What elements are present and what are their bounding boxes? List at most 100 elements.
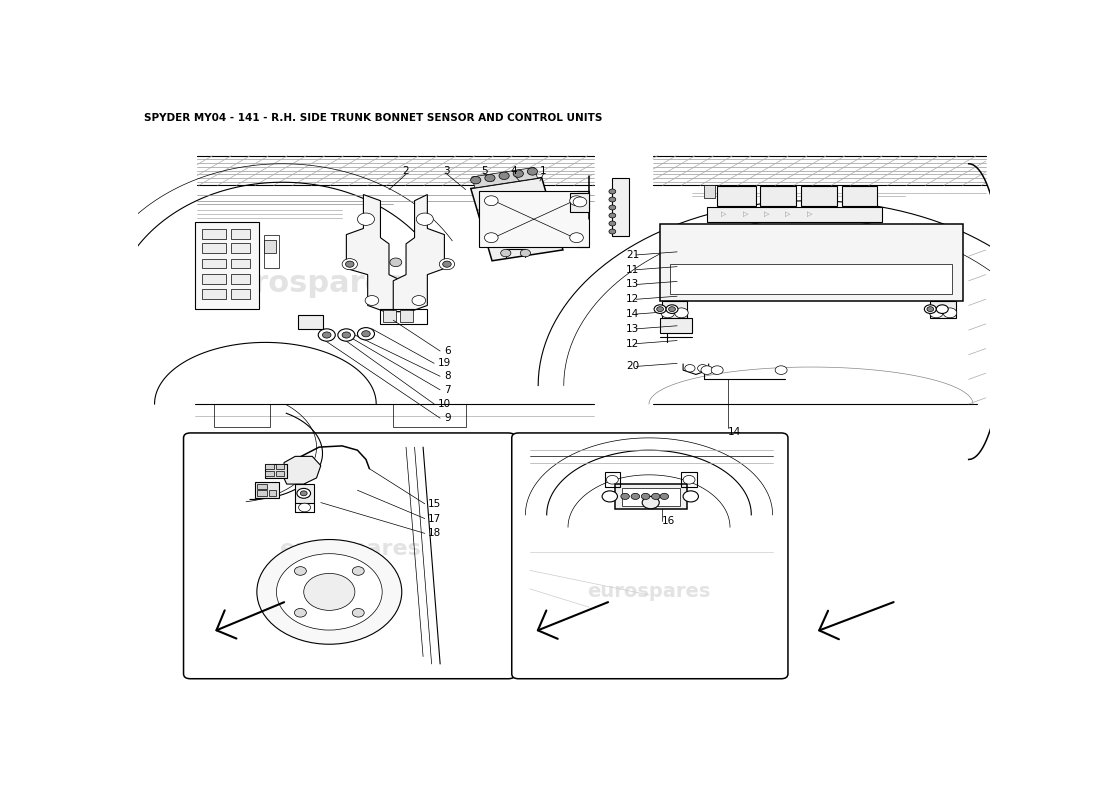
Ellipse shape xyxy=(657,306,663,311)
Polygon shape xyxy=(394,194,444,311)
Ellipse shape xyxy=(439,258,454,270)
Bar xyxy=(662,301,688,318)
Text: ▷: ▷ xyxy=(722,211,727,218)
Bar xyxy=(257,490,267,496)
Ellipse shape xyxy=(654,305,666,314)
Bar xyxy=(264,234,279,269)
Bar xyxy=(202,243,227,253)
Ellipse shape xyxy=(500,250,510,257)
Bar xyxy=(760,186,795,206)
Text: ▷: ▷ xyxy=(806,211,812,218)
Ellipse shape xyxy=(669,306,675,311)
Ellipse shape xyxy=(499,172,509,179)
Bar xyxy=(681,472,696,487)
Bar xyxy=(265,464,287,478)
Text: 3: 3 xyxy=(443,166,450,176)
Ellipse shape xyxy=(257,539,402,644)
Ellipse shape xyxy=(667,305,678,314)
Bar xyxy=(660,223,962,301)
Text: 7: 7 xyxy=(444,385,451,395)
Ellipse shape xyxy=(276,554,382,630)
Text: 8: 8 xyxy=(444,371,451,382)
Ellipse shape xyxy=(570,196,583,206)
Ellipse shape xyxy=(484,233,498,242)
Bar xyxy=(613,178,629,237)
Ellipse shape xyxy=(642,496,659,509)
Bar xyxy=(214,404,270,426)
Bar xyxy=(276,464,284,470)
Text: 14: 14 xyxy=(728,426,741,437)
Polygon shape xyxy=(472,167,538,188)
Ellipse shape xyxy=(322,332,331,338)
Bar xyxy=(295,484,313,502)
Text: 13: 13 xyxy=(626,279,639,290)
Ellipse shape xyxy=(362,330,371,337)
Text: 21: 21 xyxy=(626,250,639,260)
Bar xyxy=(660,318,693,333)
Bar xyxy=(257,484,267,489)
Ellipse shape xyxy=(345,261,354,267)
Ellipse shape xyxy=(338,329,355,341)
Bar xyxy=(801,186,837,206)
Bar xyxy=(202,258,227,269)
Bar xyxy=(400,310,412,322)
Ellipse shape xyxy=(936,305,948,314)
Bar xyxy=(231,290,250,299)
Ellipse shape xyxy=(609,205,616,210)
Bar xyxy=(670,263,952,294)
Bar xyxy=(621,488,680,506)
Bar xyxy=(196,222,260,309)
Ellipse shape xyxy=(442,261,451,267)
Ellipse shape xyxy=(318,329,336,341)
Ellipse shape xyxy=(660,494,669,499)
Ellipse shape xyxy=(352,609,364,617)
Text: 11: 11 xyxy=(626,265,639,274)
Bar xyxy=(842,186,878,206)
Text: ▷: ▷ xyxy=(742,211,748,218)
Ellipse shape xyxy=(661,308,674,318)
Ellipse shape xyxy=(712,366,723,374)
Text: 12: 12 xyxy=(626,338,639,349)
FancyBboxPatch shape xyxy=(184,433,515,678)
Bar xyxy=(605,472,620,487)
Ellipse shape xyxy=(674,308,689,318)
Text: 6: 6 xyxy=(444,346,451,356)
Text: 2: 2 xyxy=(403,166,409,176)
Bar xyxy=(615,484,688,509)
Ellipse shape xyxy=(342,332,351,338)
Ellipse shape xyxy=(927,306,934,311)
Ellipse shape xyxy=(609,213,616,218)
Text: ▷: ▷ xyxy=(785,211,791,218)
Ellipse shape xyxy=(930,308,943,318)
Ellipse shape xyxy=(697,365,707,372)
Ellipse shape xyxy=(570,233,583,242)
Bar xyxy=(231,274,250,284)
Ellipse shape xyxy=(606,475,618,484)
Polygon shape xyxy=(346,194,402,311)
Bar xyxy=(268,490,276,496)
Ellipse shape xyxy=(683,475,695,484)
Bar xyxy=(231,258,250,269)
Ellipse shape xyxy=(295,609,306,617)
Ellipse shape xyxy=(609,229,616,234)
Text: eurospares: eurospares xyxy=(587,582,711,602)
Ellipse shape xyxy=(300,491,307,496)
Text: SPYDER MY04 - 141 - R.H. SIDE TRUNK BONNET SENSOR AND CONTROL UNITS: SPYDER MY04 - 141 - R.H. SIDE TRUNK BONN… xyxy=(144,113,603,122)
Ellipse shape xyxy=(641,494,650,499)
Ellipse shape xyxy=(701,366,713,374)
Polygon shape xyxy=(471,178,563,261)
Ellipse shape xyxy=(943,308,957,318)
Ellipse shape xyxy=(609,189,616,194)
Bar xyxy=(315,582,344,602)
Ellipse shape xyxy=(924,305,936,314)
Text: 10: 10 xyxy=(438,399,451,409)
Ellipse shape xyxy=(573,197,586,207)
Ellipse shape xyxy=(527,168,538,175)
Bar xyxy=(231,243,250,253)
Bar xyxy=(704,186,715,198)
Text: 20: 20 xyxy=(626,362,639,371)
Ellipse shape xyxy=(358,213,374,226)
Ellipse shape xyxy=(609,197,616,202)
Bar xyxy=(231,229,250,239)
Bar xyxy=(202,274,227,284)
